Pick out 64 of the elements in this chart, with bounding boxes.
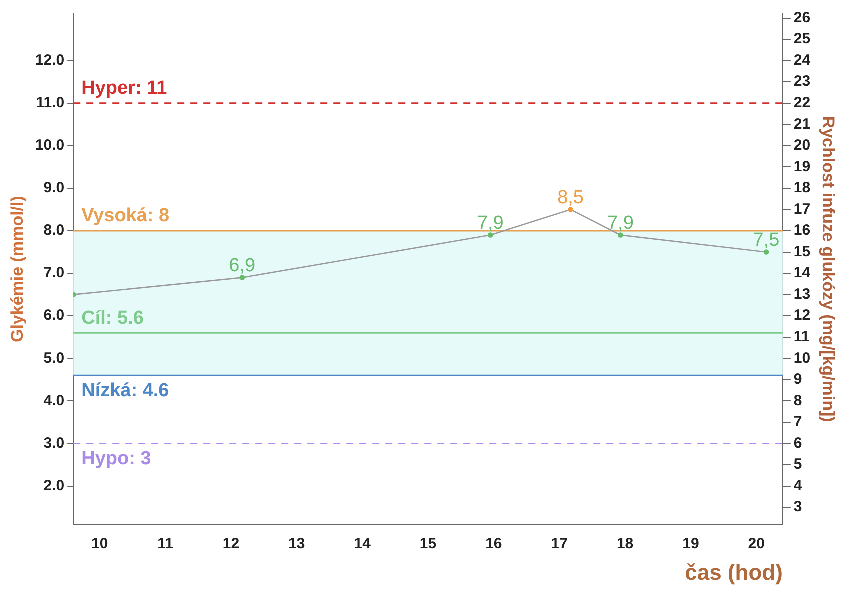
y2-tick-label: 4 (794, 477, 803, 494)
x-tick-label: 18 (616, 536, 634, 553)
ref-line-label: Cíl: 5.6 (82, 308, 144, 329)
x-tick-label: 20 (748, 536, 765, 553)
y-tick-label: 6.0 (44, 307, 65, 324)
y-tick-label: 11.0 (36, 94, 65, 112)
data-label: 6,9 (229, 256, 256, 277)
y2-tick-label: 24 (794, 52, 812, 69)
y2-tick-label: 12 (794, 307, 811, 324)
y-axis-title: Glykémie (mmol/l) (8, 196, 27, 343)
x-tick-label: 19 (682, 536, 700, 553)
x-tick-label: 15 (420, 536, 437, 553)
y2-tick-label: 13 (794, 286, 811, 303)
x-tick-label: 12 (222, 536, 240, 553)
y-tick-label: 8.0 (44, 222, 65, 240)
y2-tick-label: 14 (794, 264, 812, 282)
y2-tick-label: 22 (794, 94, 811, 112)
y2-tick-label: 10 (794, 350, 811, 367)
x-axis-title: čas (hod) (685, 560, 783, 585)
y2-tick-label: 15 (794, 243, 811, 260)
ref-line-label: Hyper: 11 (82, 78, 168, 100)
y2-tick-label: 17 (794, 200, 811, 218)
y2-tick-label: 19 (794, 158, 811, 176)
point (240, 275, 246, 280)
y2-tick-label: 16 (794, 222, 811, 240)
y2-axis-title: Rychlost infuze glukózy (mg/[kg/min]) (819, 116, 838, 422)
y2-tick-label: 11 (794, 328, 810, 346)
x-tick-label: 17 (551, 536, 568, 553)
point (764, 250, 770, 255)
y2-tick-label: 18 (794, 180, 811, 197)
x-tick-label: 16 (486, 536, 502, 553)
y2-tick-label: 3 (794, 498, 802, 516)
x-tick-label: 10 (92, 536, 108, 553)
ref-line-label: Hypo: 3 (82, 448, 152, 470)
y-tick-label: 2.0 (44, 477, 65, 494)
y2-tick-label: 20 (794, 137, 811, 154)
data-label: 7,9 (477, 212, 504, 234)
y-tick-label: 9.0 (44, 180, 65, 197)
ref-line-label: Nízká: 4.6 (82, 380, 170, 402)
y-tick-label: 3.0 (44, 434, 65, 452)
point (488, 232, 494, 238)
y-tick-label: 12.0 (35, 52, 65, 69)
y-tick-label: 5.0 (44, 350, 65, 367)
y2-tick-label: 23 (794, 73, 811, 90)
y2-tick-label: 21 (794, 116, 811, 133)
y2-tick-label: 6 (794, 434, 802, 452)
data-label: 8,5 (558, 187, 584, 208)
x-tick-label: 14 (354, 536, 372, 553)
y-tick-label: 4.0 (44, 392, 65, 410)
ref-line-label: Vysoká: 8 (82, 206, 170, 227)
y-tick-label: 10.0 (35, 137, 65, 154)
y2-tick-label: 26 (794, 9, 811, 26)
y2-tick-label: 8 (794, 392, 802, 410)
data-label: 7,9 (607, 212, 634, 234)
y2-tick-label: 9 (794, 371, 802, 388)
x-tick-label: 13 (288, 536, 306, 553)
y2-tick-label: 5 (794, 456, 802, 474)
y2-tick-label: 25 (794, 30, 811, 48)
x-tick-label: 11 (158, 536, 174, 553)
y2-tick-label: 7 (794, 414, 802, 431)
data-label: 7,5 (753, 230, 780, 252)
point (568, 207, 574, 212)
y-tick-label: 7.0 (44, 264, 65, 282)
point (618, 232, 624, 238)
